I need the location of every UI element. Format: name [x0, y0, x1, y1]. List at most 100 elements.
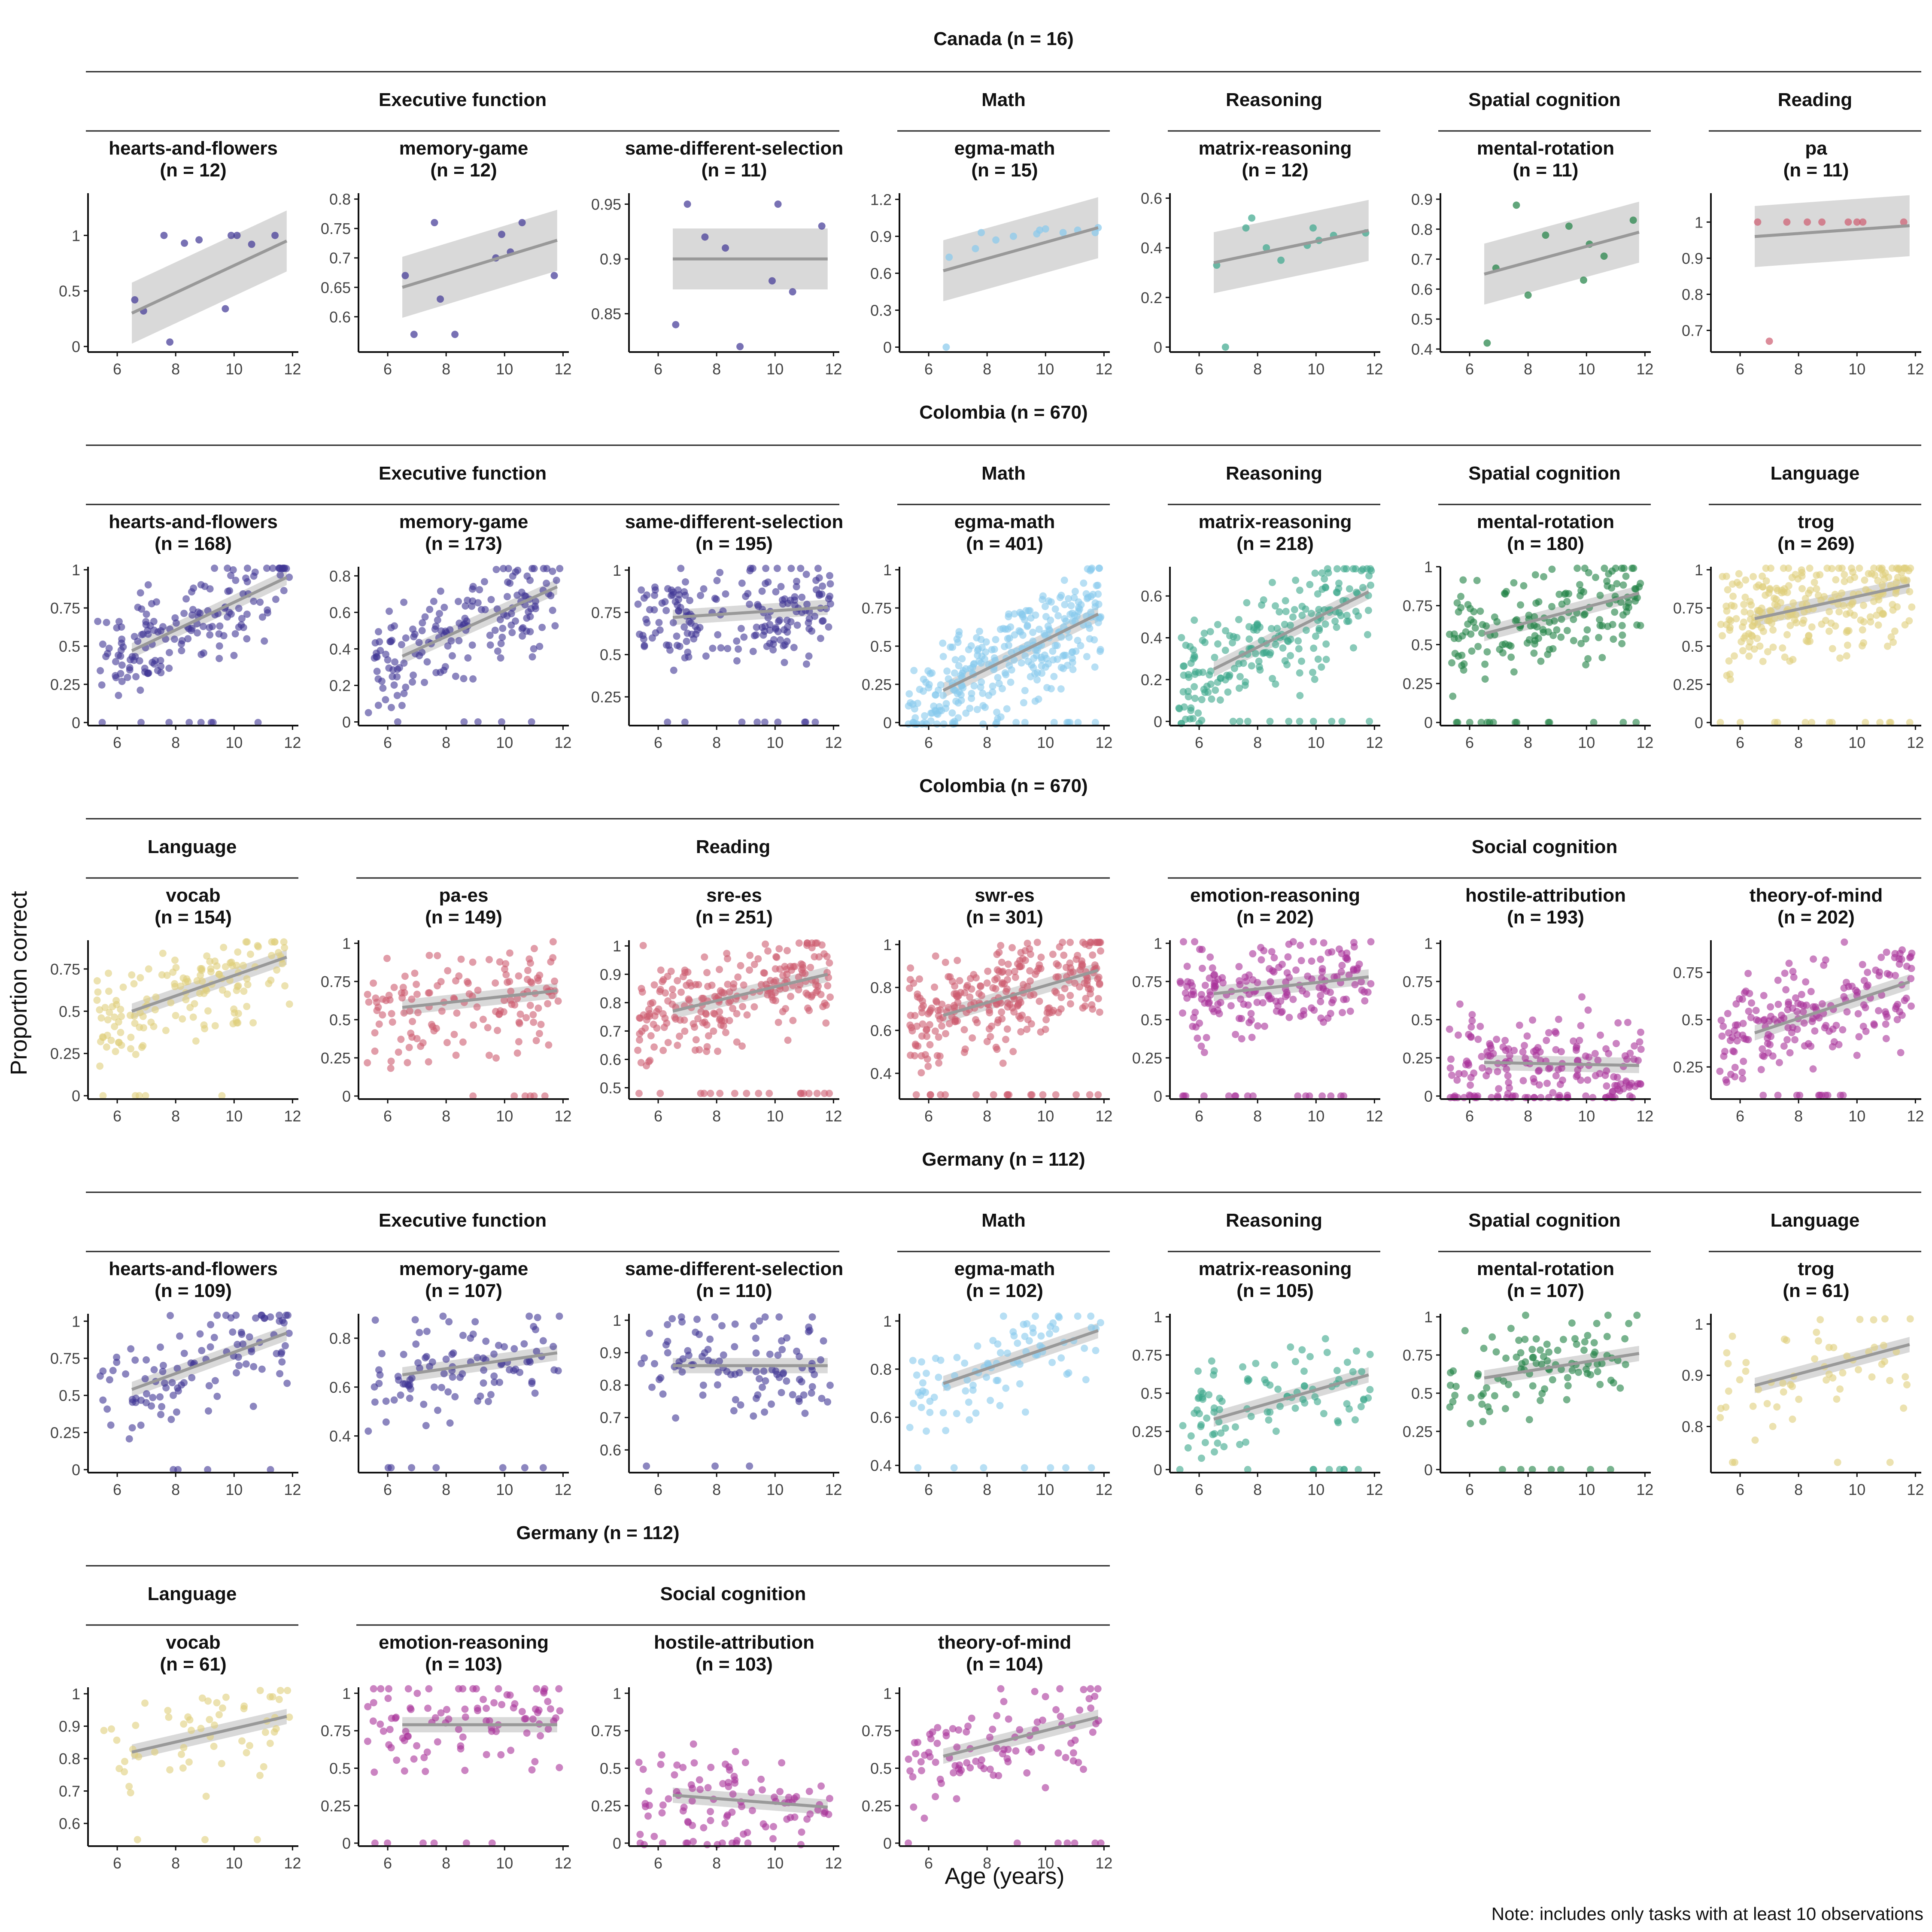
y-tick-label: 0.25 [1403, 1423, 1433, 1440]
panel-title: emotion-reasoning [1190, 885, 1360, 906]
x-tick-label: 12 [1095, 1854, 1112, 1872]
data-point [1889, 638, 1897, 646]
data-point [1224, 688, 1232, 696]
data-point [1045, 597, 1053, 605]
data-point [499, 565, 507, 572]
panel-same-different-selection: same-different-selection(n = 110)0.60.70… [600, 1258, 843, 1498]
data-point [1211, 971, 1218, 978]
data-point [960, 1026, 968, 1033]
data-point [286, 1713, 293, 1721]
data-point [1839, 1026, 1847, 1034]
data-point [732, 1748, 739, 1756]
data-point [651, 583, 659, 591]
data-point [529, 1715, 537, 1723]
data-point [1267, 649, 1274, 656]
y-tick-label: 0.75 [591, 1722, 621, 1740]
data-point [1367, 581, 1374, 589]
data-point [421, 679, 428, 687]
data-point [772, 977, 780, 984]
data-point [746, 1462, 753, 1470]
data-point [1759, 572, 1766, 580]
data-point [677, 1313, 685, 1321]
data-point [1333, 623, 1340, 631]
data-point [1455, 1031, 1462, 1039]
data-point [1605, 1050, 1613, 1057]
data-point [995, 967, 1003, 975]
data-point [668, 1315, 676, 1323]
data-point [210, 1334, 218, 1341]
data-point [249, 1019, 257, 1027]
data-point [1071, 588, 1079, 595]
data-point [179, 1764, 187, 1772]
data-point [692, 1328, 699, 1336]
data-point [498, 633, 506, 641]
data-point [1200, 1048, 1208, 1056]
data-point [1574, 565, 1581, 572]
panel-title: matrix-reasoning [1199, 511, 1352, 532]
data-point [1856, 1315, 1864, 1323]
data-point [799, 964, 807, 972]
data-point [371, 639, 379, 647]
data-point [1811, 1003, 1819, 1011]
data-point [1461, 1070, 1468, 1078]
data-point [1268, 579, 1276, 586]
trend-line [131, 576, 288, 652]
data-point [700, 1824, 708, 1832]
data-point [1306, 1353, 1314, 1361]
data-point [100, 1727, 108, 1735]
data-point [815, 953, 823, 961]
data-point [1345, 617, 1352, 625]
data-point [1745, 1007, 1753, 1015]
data-point [1004, 1758, 1012, 1765]
data-point [1825, 627, 1833, 635]
data-point [393, 1756, 401, 1764]
data-point [1070, 594, 1078, 601]
data-point [1295, 645, 1303, 653]
x-tick-label: 12 [284, 1107, 301, 1125]
data-point [125, 1783, 133, 1790]
data-point [661, 598, 669, 606]
y-tick-label: 0 [1154, 713, 1162, 730]
data-point [1908, 949, 1916, 957]
data-point [1312, 632, 1319, 640]
data-point [817, 1356, 825, 1364]
data-point [1476, 608, 1484, 615]
data-point [1520, 582, 1528, 589]
data-point [1031, 970, 1039, 978]
data-point [1903, 963, 1911, 970]
data-point [107, 1421, 115, 1429]
y-tick-label: 1 [342, 1685, 351, 1702]
data-point [266, 1693, 274, 1701]
data-point [194, 608, 202, 616]
data-point [1543, 1079, 1551, 1087]
data-point [1789, 1416, 1796, 1423]
data-point [1875, 596, 1883, 604]
x-tick-label: 10 [1307, 734, 1324, 751]
data-point [284, 1687, 292, 1695]
data-point [685, 996, 693, 1004]
x-tick-label: 8 [442, 1107, 450, 1125]
data-point [1460, 1094, 1468, 1101]
y-tick-label: 0.25 [1403, 675, 1433, 693]
data-point [1891, 627, 1899, 635]
x-tick-label: 8 [712, 1481, 721, 1498]
data-point [1338, 950, 1346, 957]
data-point [983, 979, 991, 987]
data-point [1056, 943, 1063, 951]
data-point [1450, 630, 1458, 638]
data-point [501, 965, 508, 973]
data-point [1285, 717, 1293, 725]
panel-title: trog [1798, 1258, 1835, 1279]
data-point [1002, 987, 1010, 995]
data-point [1285, 638, 1292, 645]
data-point [1083, 653, 1091, 660]
data-point [1736, 1376, 1744, 1384]
y-tick-label: 0.6 [870, 1409, 892, 1426]
data-point [678, 1368, 686, 1376]
data-point [1779, 1379, 1787, 1387]
data-point [1798, 990, 1805, 998]
data-point [1245, 635, 1253, 643]
data-point [1206, 628, 1214, 635]
data-point [961, 989, 969, 996]
data-point [707, 1090, 714, 1097]
